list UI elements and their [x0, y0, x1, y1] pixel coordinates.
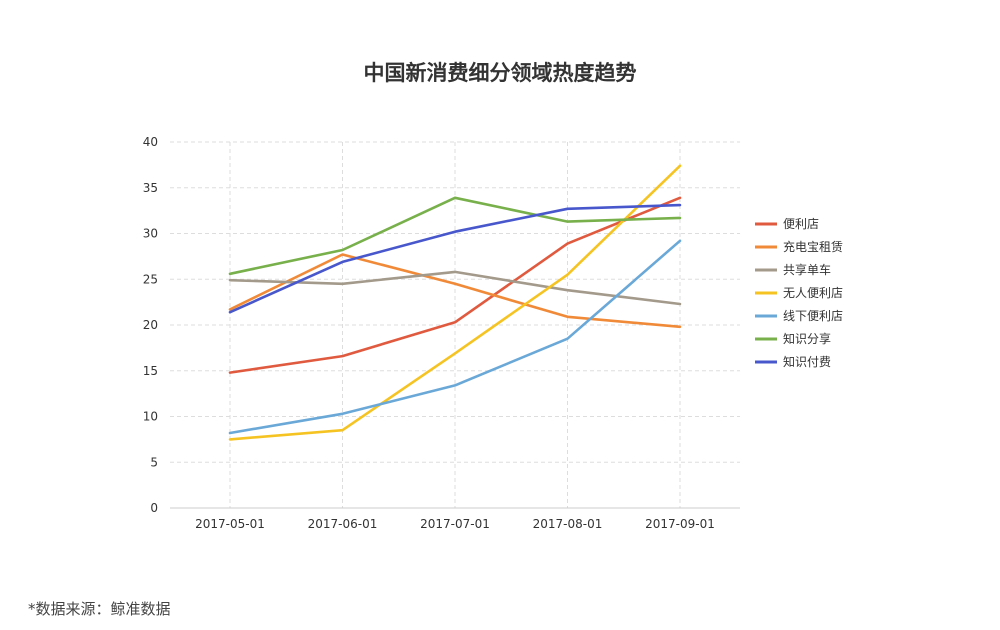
x-tick-label: 2017-05-01 — [195, 517, 265, 531]
series-line — [228, 203, 682, 314]
chart-title: 中国新消费细分领域热度趋势 — [364, 61, 637, 85]
y-tick-label: 15 — [143, 364, 158, 378]
legend-label: 共享单车 — [783, 262, 831, 277]
series-line — [228, 270, 682, 306]
series-layer — [228, 164, 682, 441]
legend-label: 充电宝租赁 — [783, 239, 843, 254]
series-line — [228, 164, 682, 441]
legend-label: 知识分享 — [783, 331, 831, 346]
y-tick-label: 35 — [143, 181, 158, 195]
series-line — [228, 239, 682, 435]
data-source-note: *数据来源：鲸准数据 — [28, 600, 171, 618]
legend-label: 线下便利店 — [783, 309, 843, 323]
y-tick-label: 0 — [150, 501, 158, 515]
legend-label: 无人便利店 — [783, 286, 843, 300]
y-tick-label: 10 — [143, 410, 158, 424]
legend-label: 知识付费 — [783, 355, 831, 369]
y-tick-label: 30 — [143, 227, 158, 241]
y-tick-label: 40 — [143, 135, 158, 149]
y-tick-label: 5 — [150, 455, 158, 469]
y-tick-label: 20 — [143, 318, 158, 332]
legend-label: 便利店 — [783, 217, 819, 231]
x-tick-label: 2017-09-01 — [645, 517, 715, 531]
axis-layer: 0 5 10 15 20 25 30 35 40 2017-05-01 2017-06-01 2017… — [143, 135, 740, 531]
series-line — [228, 253, 682, 329]
series-line — [228, 196, 682, 276]
x-tick-label: 2017-08-01 — [533, 517, 603, 531]
series-line — [228, 196, 682, 374]
x-tick-label: 2017-07-01 — [420, 517, 490, 531]
x-tick-label: 2017-06-01 — [308, 517, 378, 531]
grid-layer — [170, 141, 740, 508]
y-tick-label: 25 — [143, 272, 158, 286]
